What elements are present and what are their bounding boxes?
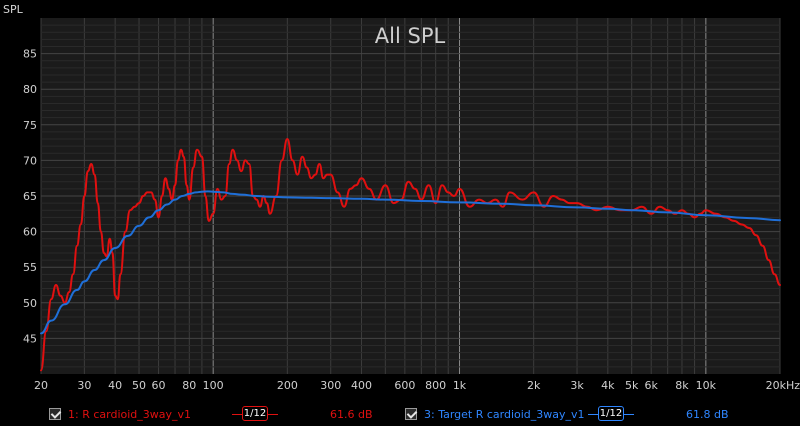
legend-item-1[interactable]: 1: R cardioid_3way_v1 (49, 406, 191, 422)
y-tick-label: 45 (23, 332, 37, 345)
y-axis-label: SPL (3, 3, 24, 16)
x-tick-label: 600 (394, 379, 415, 392)
legend-3-label: 3: Target R cardioid_3way_v1 (424, 407, 585, 421)
chart-title: All SPL (375, 24, 446, 48)
legend-1-label: 1: R cardioid_3way_v1 (68, 407, 192, 421)
x-tick-label: 6k (645, 379, 659, 392)
legend-3-smoothing[interactable]: 1/12 (588, 406, 638, 422)
x-tick-label: 80 (182, 379, 196, 392)
x-tick-label: 300 (320, 379, 341, 392)
x-tick-label: 20 (34, 379, 48, 392)
spl-chart[interactable]: 20 30 40 50 60 80 100 200 300 400 600 800 1k 2k 3k 4k 5k… (0, 0, 800, 402)
y-tick-label: 60 (23, 226, 37, 239)
x-tick-label: 1k (453, 379, 467, 392)
x-tick-label: 800 (425, 379, 446, 392)
x-tick-label: 50 (132, 379, 146, 392)
x-tick-label: 8k (675, 379, 689, 392)
y-tick-label: 65 (23, 190, 37, 203)
legend-3-value: 61.8 dB (686, 408, 729, 421)
legend-1-smoothing-box: 1/12 (242, 406, 268, 421)
x-tick-label: 100 (203, 379, 224, 392)
legend: 1: R cardioid_3way_v1 1/12 61.6 dB 3: Ta… (0, 402, 800, 426)
y-tick-label: 85 (23, 48, 37, 61)
series-measurement-curve (40, 138, 781, 372)
x-tick-label: 200 (277, 379, 298, 392)
legend-1-smoothing-label: 1/12 (243, 408, 267, 419)
x-tick-label: 30 (77, 379, 91, 392)
legend-1-checkbox[interactable] (49, 408, 61, 420)
legend-1-value: 61.6 dB (330, 408, 373, 421)
x-tick-label: 5k (625, 379, 639, 392)
x-tick-label: 20kHz (766, 379, 800, 392)
x-tick-label: 60 (152, 379, 166, 392)
y-tick-label: 80 (23, 83, 37, 96)
y-tick-label: 75 (23, 119, 37, 132)
x-tick-label: 40 (108, 379, 122, 392)
legend-1-smoothing[interactable]: 1/12 (232, 406, 282, 422)
series-target-curve (40, 190, 781, 335)
legend-3-checkbox[interactable] (405, 408, 417, 420)
curves (40, 138, 781, 372)
y-tick-label: 55 (23, 261, 37, 274)
x-tick-label: 3k (570, 379, 584, 392)
legend-item-3[interactable]: 3: Target R cardioid_3way_v1 (405, 406, 585, 422)
x-tick-label: 400 (351, 379, 372, 392)
x-tick-label: 10k (696, 379, 717, 392)
legend-3-smoothing-label: 1/12 (599, 408, 623, 419)
y-tick-label: 70 (23, 154, 37, 167)
legend-3-smoothing-box: 1/12 (598, 406, 624, 421)
y-tick-label: 50 (23, 297, 37, 310)
x-tick-label: 2k (527, 379, 541, 392)
x-tick-label: 4k (601, 379, 615, 392)
tick-labels: 20 30 40 50 60 80 100 200 300 400 600 800 1k 2k 3k 4k 5k… (23, 48, 800, 392)
